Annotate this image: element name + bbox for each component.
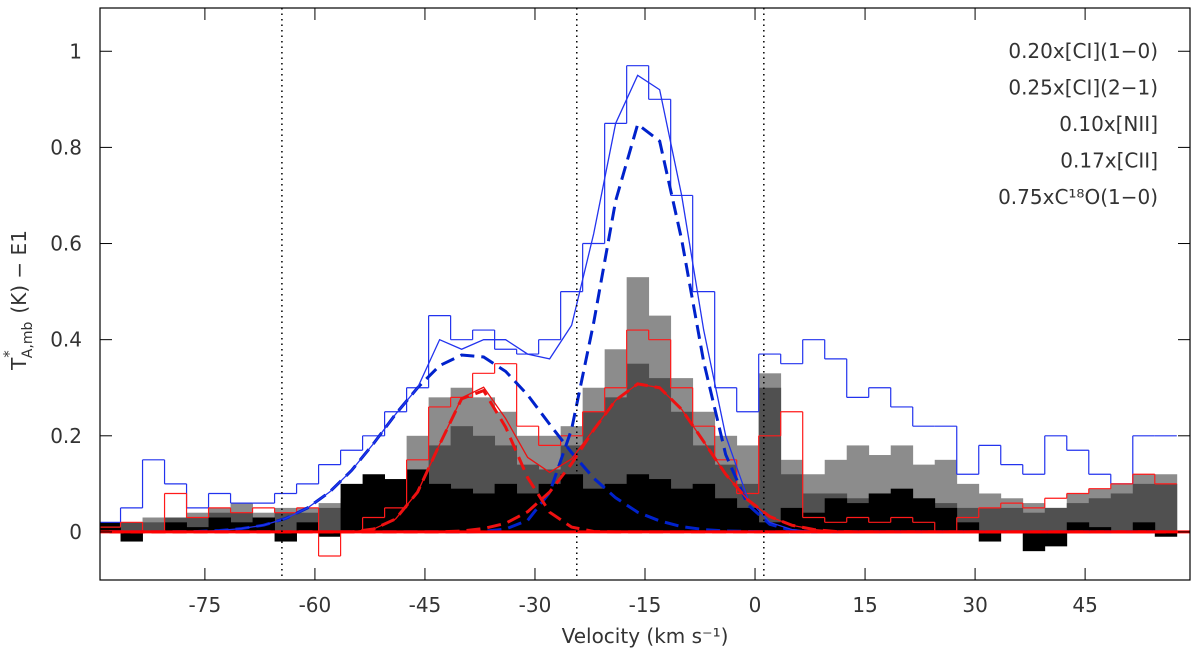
spectrum-bin (120, 531, 143, 542)
legend-entry: 0.75xC¹⁸O(1−0) (998, 185, 1158, 209)
spectrum-bin (1132, 483, 1156, 532)
spectrum-bin (274, 512, 297, 532)
spectrum-bin (296, 522, 319, 532)
spectrum-bin (1022, 531, 1046, 552)
spectrum-bin (956, 522, 980, 532)
spectrum-bin (362, 474, 386, 532)
spectrum-bin (472, 493, 496, 532)
spectrum-bin (912, 498, 936, 532)
spectrum-bin (1044, 507, 1068, 532)
spectrum-bin (868, 493, 892, 532)
spectrum-bin (1000, 507, 1024, 532)
y-tick-label: 0.6 (50, 232, 82, 256)
spectrum-bin (560, 474, 584, 532)
x-tick-label: 15 (852, 593, 877, 617)
x-tick-label: -60 (299, 593, 332, 617)
spectrum-bin (1022, 512, 1046, 532)
y-tick-label: 0 (69, 520, 82, 544)
y-tick-label: 1 (69, 39, 82, 63)
spectrum-bin (318, 531, 341, 537)
spectrum-bin (1088, 498, 1112, 532)
spectrum-bin (120, 522, 143, 532)
legend-entry: 0.17x[CII] (1060, 149, 1158, 173)
spectrum-bin (1132, 522, 1156, 532)
plot-area (100, 8, 1190, 580)
spectrum-bin (208, 517, 231, 532)
spectrum-bin (1088, 527, 1112, 532)
x-axis-label: Velocity (km s⁻¹) (562, 624, 729, 648)
y-axis-label: T* A,mb (K) − E1 (0, 230, 36, 371)
spectrum-bin (1154, 531, 1178, 537)
spectrum-bin (340, 483, 363, 532)
spectrum-bin (582, 488, 606, 532)
spectrum-bin (1066, 522, 1090, 532)
spectrum-bin (1110, 493, 1134, 532)
x-tick-label: 0 (749, 593, 762, 617)
spectrum-bin (274, 531, 297, 542)
spectrum-bin (604, 483, 628, 532)
spectrum-bin (670, 488, 694, 532)
y-tick-label: 0.2 (50, 424, 82, 448)
spectrum-bin (450, 488, 474, 532)
y-tick-label: 0.4 (50, 328, 82, 352)
x-tick-label: -75 (189, 593, 222, 617)
x-tick-label: -30 (519, 593, 552, 617)
spectrum-bin (428, 483, 452, 532)
spectrum-bin (736, 507, 760, 532)
spectrum-bin (406, 469, 430, 532)
spectrum-bin (142, 522, 165, 532)
y-label-part: (K) − E1 (7, 230, 31, 314)
legend-entry: 0.25x[CI](2−1) (1008, 76, 1158, 100)
spectrum-bin (890, 488, 914, 532)
spectrum-bin (758, 387, 782, 532)
spectrum-bin (384, 479, 408, 532)
spectrum-bin (186, 527, 209, 532)
spectrum-bin (978, 531, 1002, 542)
spectrum-bin (758, 522, 782, 532)
spectrum-bin (164, 522, 187, 532)
x-tick-label: 45 (1072, 593, 1097, 617)
legend-entry: 0.10x[NII] (1059, 112, 1158, 136)
spectrum-bin (978, 507, 1002, 532)
spectrum-bin (626, 474, 650, 532)
spectrum-bin (714, 498, 738, 532)
x-tick-label: -45 (409, 593, 442, 617)
x-tick-label: 30 (962, 593, 987, 617)
spectrum-bin (1044, 531, 1068, 547)
legend-entry: 0.20x[CI](1−0) (1008, 39, 1158, 63)
spectrum-bin (824, 498, 848, 532)
spectrum-bin (692, 483, 716, 532)
spectrum-bin (934, 507, 958, 532)
y-label-sup: * (0, 350, 18, 358)
spectrum-bin (318, 507, 341, 532)
spectrum-bin (1154, 483, 1178, 532)
y-tick-label: 0.8 (50, 135, 82, 159)
x-tick-label: -15 (629, 593, 662, 617)
y-label-part: T (7, 357, 31, 371)
y-label-sub: A,mb (20, 322, 36, 359)
